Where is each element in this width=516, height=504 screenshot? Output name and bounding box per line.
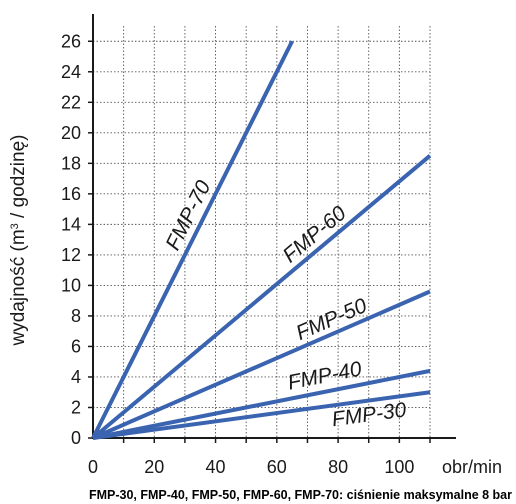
series-line-fmp-60 [91,154,432,440]
x-tick-label: 100 [384,457,414,477]
y-tick-label: 10 [61,275,81,295]
y-tick-label: 8 [71,306,81,326]
x-tick-label: 20 [144,457,164,477]
x-tick-label: 40 [206,457,226,477]
series-label-fmp-70: FMP-70 [161,177,215,254]
x-axis-title: obr/min [442,457,502,477]
series-label-fmp-50: FMP-50 [293,294,371,345]
series-label-fmp-40: FMP-40 [286,357,364,394]
series-line-fmp-40 [92,368,431,440]
series-label-fmp-60: FMP-60 [279,202,351,268]
y-tick-label: 24 [61,62,81,82]
series-line-fmp-70 [91,40,294,439]
x-tick-label: 0 [88,457,98,477]
series-lines [91,40,432,440]
y-tick-label: 12 [61,245,81,265]
y-tick-label: 20 [61,123,81,143]
x-tick-label: 60 [267,457,287,477]
y-tick-label: 26 [61,31,81,51]
series-line-fmp-50 [92,289,431,440]
series-line-fmp-30 [92,390,431,440]
y-tick-label: 14 [61,214,81,234]
y-tick-label: 18 [61,153,81,173]
x-tick-label: 80 [328,457,348,477]
y-tick-label: 22 [61,92,81,112]
y-tick-label: 4 [71,367,81,387]
y-tick-label: 0 [71,428,81,448]
grid [93,26,431,438]
y-tick-label: 2 [71,397,81,417]
y-axis-title: wydajność (m3 / godzinę) [8,134,29,346]
y-tick-label: 6 [71,336,81,356]
footnote: FMP-30, FMP-40, FMP-50, FMP-60, FMP-70: … [89,488,512,502]
y-tick-label: 16 [61,184,81,204]
